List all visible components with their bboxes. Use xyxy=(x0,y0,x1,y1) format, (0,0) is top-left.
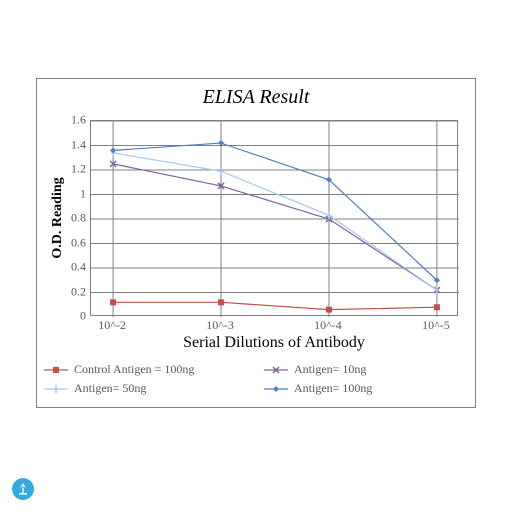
legend-label: Antigen= 100ng xyxy=(294,381,372,396)
y-tick-label: 1.2 xyxy=(62,162,86,177)
legend-label: Antigen= 10ng xyxy=(294,362,366,377)
plot-area xyxy=(90,120,458,316)
legend-swatch xyxy=(44,364,68,376)
y-axis-label: O.D. Reading xyxy=(50,177,66,258)
x-tick-label: 10^-4 xyxy=(314,318,342,333)
legend-item: Antigen= 10ng xyxy=(256,360,476,379)
legend-item: Antigen= 100ng xyxy=(256,379,476,398)
legend-swatch xyxy=(44,383,68,395)
legend-label: Control Antigen = 100ng xyxy=(74,362,194,377)
legend-row: Antigen= 50ng Antigen= 100ng xyxy=(36,379,476,398)
plot-svg xyxy=(91,121,459,317)
legend-row: Control Antigen = 100ng Antigen= 10ng xyxy=(36,360,476,379)
y-tick-label: 0.2 xyxy=(62,284,86,299)
legend: Control Antigen = 100ng Antigen= 10ng Anti… xyxy=(36,360,476,398)
chart-title: ELISA Result xyxy=(36,86,476,109)
y-tick-label: 1.4 xyxy=(62,137,86,152)
x-tick-label: 10^-3 xyxy=(206,318,234,333)
x-tick-label: 10^-2 xyxy=(98,318,126,333)
legend-label: Antigen= 50ng xyxy=(74,381,146,396)
y-tick-label: 1.6 xyxy=(62,113,86,128)
watermark-icon xyxy=(12,478,34,500)
legend-item: Antigen= 50ng xyxy=(36,379,256,398)
legend-swatch xyxy=(264,383,288,395)
x-axis-label: Serial Dilutions of Antibody xyxy=(90,334,458,352)
legend-item: Control Antigen = 100ng xyxy=(36,360,256,379)
y-tick-label: 0.4 xyxy=(62,260,86,275)
legend-swatch xyxy=(264,364,288,376)
y-tick-label: 0 xyxy=(62,309,86,324)
x-tick-label: 10^-5 xyxy=(422,318,450,333)
chart-container: ELISA Result 00.20.40.60.811.21.41.6 10^… xyxy=(0,0,512,512)
